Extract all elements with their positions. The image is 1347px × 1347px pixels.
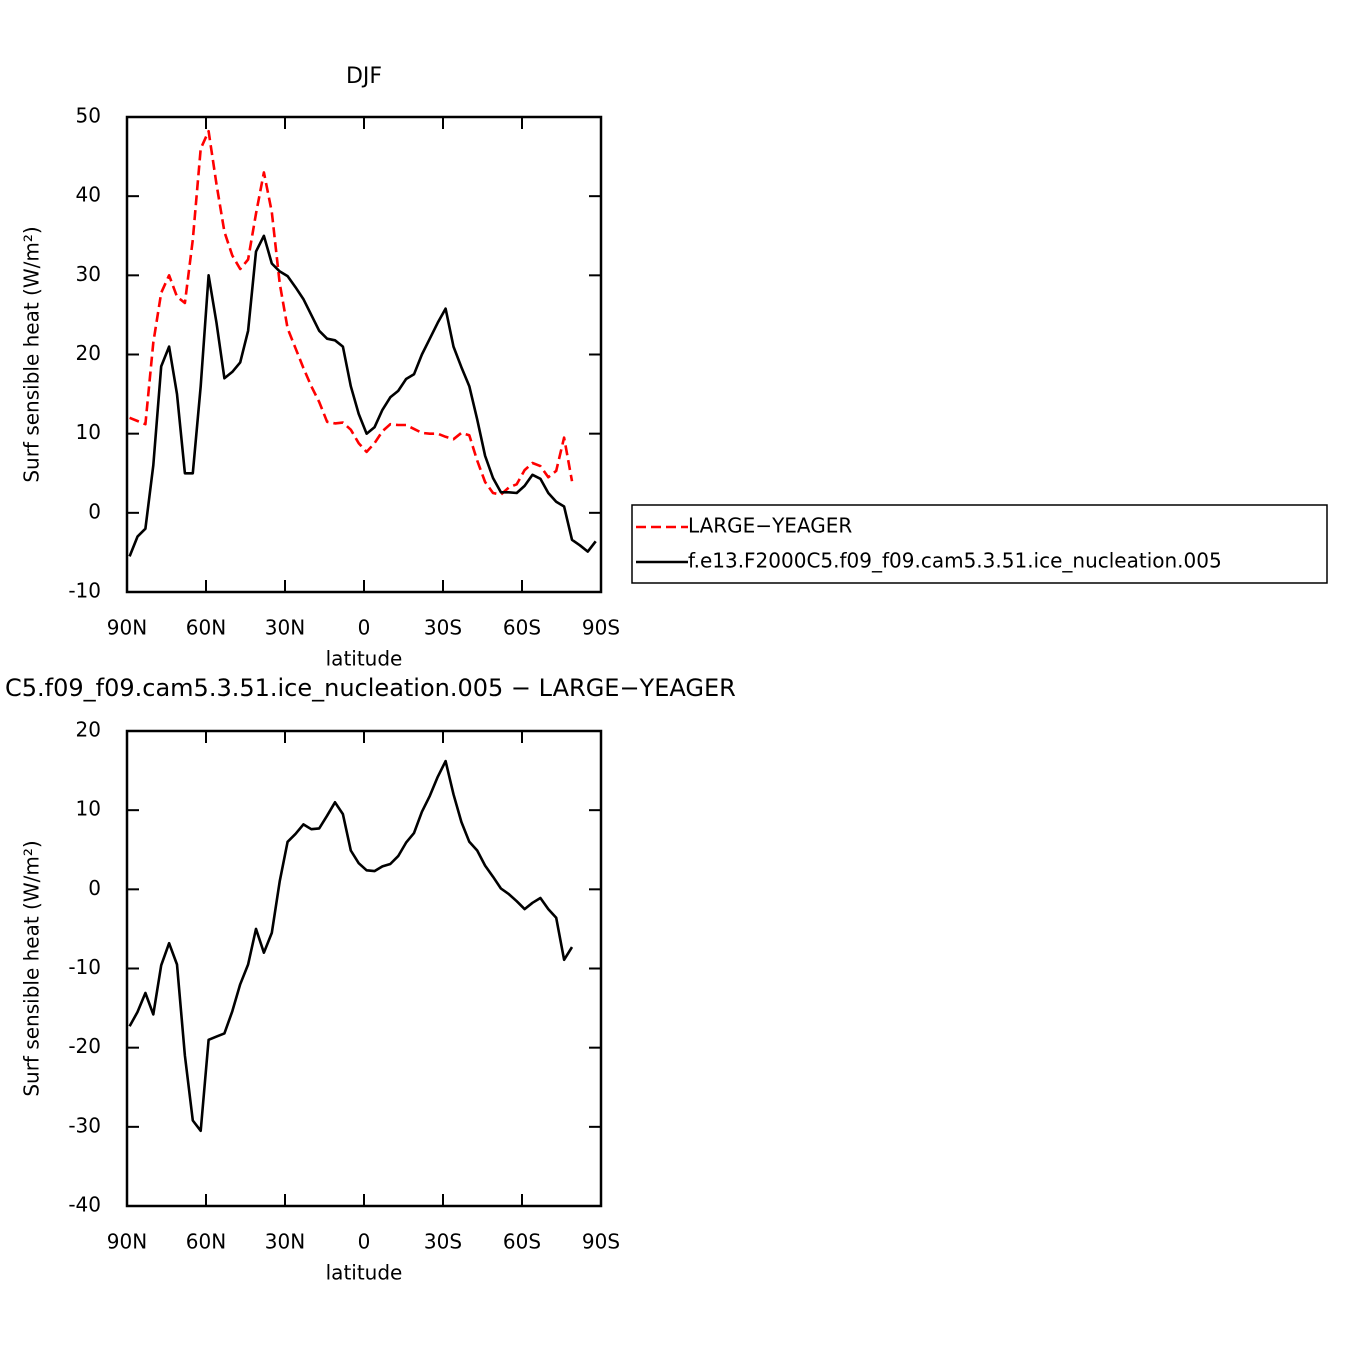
x-tick-label: 90N	[107, 1230, 147, 1254]
x-tick-label: 90S	[582, 1230, 620, 1254]
plot-frame	[125, 729, 603, 1208]
x-tick-label: 30N	[265, 1230, 305, 1254]
y-tick-label: -10	[68, 579, 101, 603]
y-tick-label: -10	[68, 955, 101, 979]
y-tick-label: 50	[76, 104, 101, 128]
x-tick-label: 0	[358, 1230, 371, 1254]
y-tick-label: -30	[68, 1113, 101, 1137]
x-axis-label: latitude	[326, 1261, 403, 1285]
y-axis-label: Surf sensible heat (W/m²)	[20, 840, 44, 1096]
data-line	[128, 759, 574, 1133]
y-tick-label: 10	[76, 797, 101, 821]
legend-label: f.e13.F2000C5.f09_f09.cam5.3.51.ice_nucl…	[688, 549, 1222, 573]
x-axis-label: latitude	[326, 647, 403, 671]
x-tick-label: 0	[358, 616, 371, 640]
y-tick-label: 0	[88, 876, 101, 900]
y-tick-label: 0	[88, 499, 101, 523]
x-tick-label: 60S	[503, 616, 541, 640]
x-tick-label: 90S	[582, 616, 620, 640]
plot-frame	[125, 115, 603, 594]
y-tick-label: 20	[76, 341, 101, 365]
x-tick-label: 90N	[107, 616, 147, 640]
x-tick-label: 30S	[424, 1230, 462, 1254]
x-tick-label: 30N	[265, 616, 305, 640]
y-tick-label: 10	[76, 420, 101, 444]
y-tick-label: 20	[76, 718, 101, 742]
chart-title: DJF	[346, 64, 382, 89]
x-tick-label: 60S	[503, 1230, 541, 1254]
x-tick-label: 60N	[186, 1230, 226, 1254]
y-tick-label: 30	[76, 262, 101, 286]
y-tick-label: 40	[76, 183, 101, 207]
x-tick-label: 60N	[186, 616, 226, 640]
data-line	[129, 129, 574, 496]
legend-box	[631, 504, 1328, 584]
y-axis-label: Surf sensible heat (W/m²)	[20, 226, 44, 482]
chart-title: C5.f09_f09.cam5.3.51.ice_nucleation.005 …	[5, 674, 736, 702]
data-line	[128, 234, 597, 557]
x-tick-label: 30S	[424, 616, 462, 640]
y-tick-label: -20	[68, 1034, 101, 1058]
legend-label: LARGE−YEAGER	[688, 514, 852, 538]
y-tick-label: -40	[68, 1193, 101, 1217]
